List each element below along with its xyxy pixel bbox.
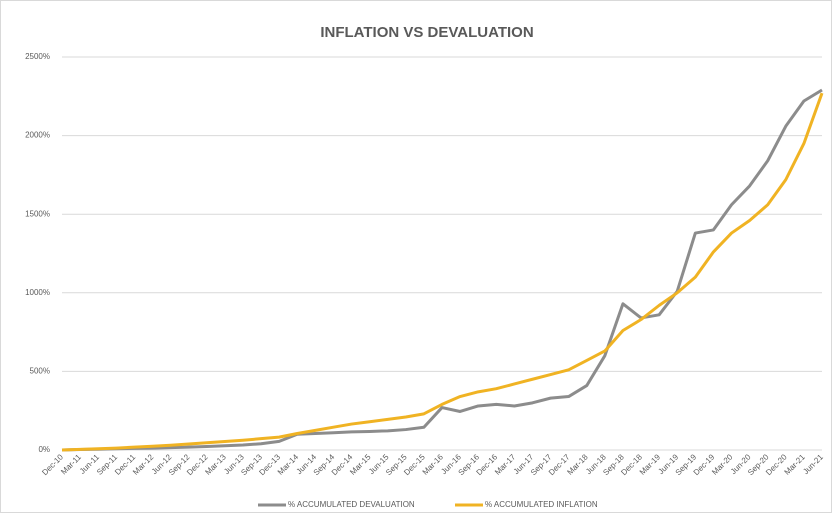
- line-series: [61, 88, 823, 452]
- legend-label: % ACCUMULATED DEVALUATION: [288, 500, 415, 509]
- y-tick-label: 2500%: [25, 52, 50, 61]
- line-series: [61, 92, 824, 452]
- y-tick-label: 1000%: [25, 288, 50, 297]
- y-tick-label: 0%: [38, 445, 50, 454]
- y-tick-label: 2000%: [25, 131, 50, 140]
- chart-title: INFLATION VS DEVALUATION: [320, 24, 533, 41]
- y-tick-label: 500%: [30, 367, 50, 376]
- legend-label: % ACCUMULATED INFLATION: [485, 500, 598, 509]
- y-tick-label: 1500%: [25, 209, 50, 218]
